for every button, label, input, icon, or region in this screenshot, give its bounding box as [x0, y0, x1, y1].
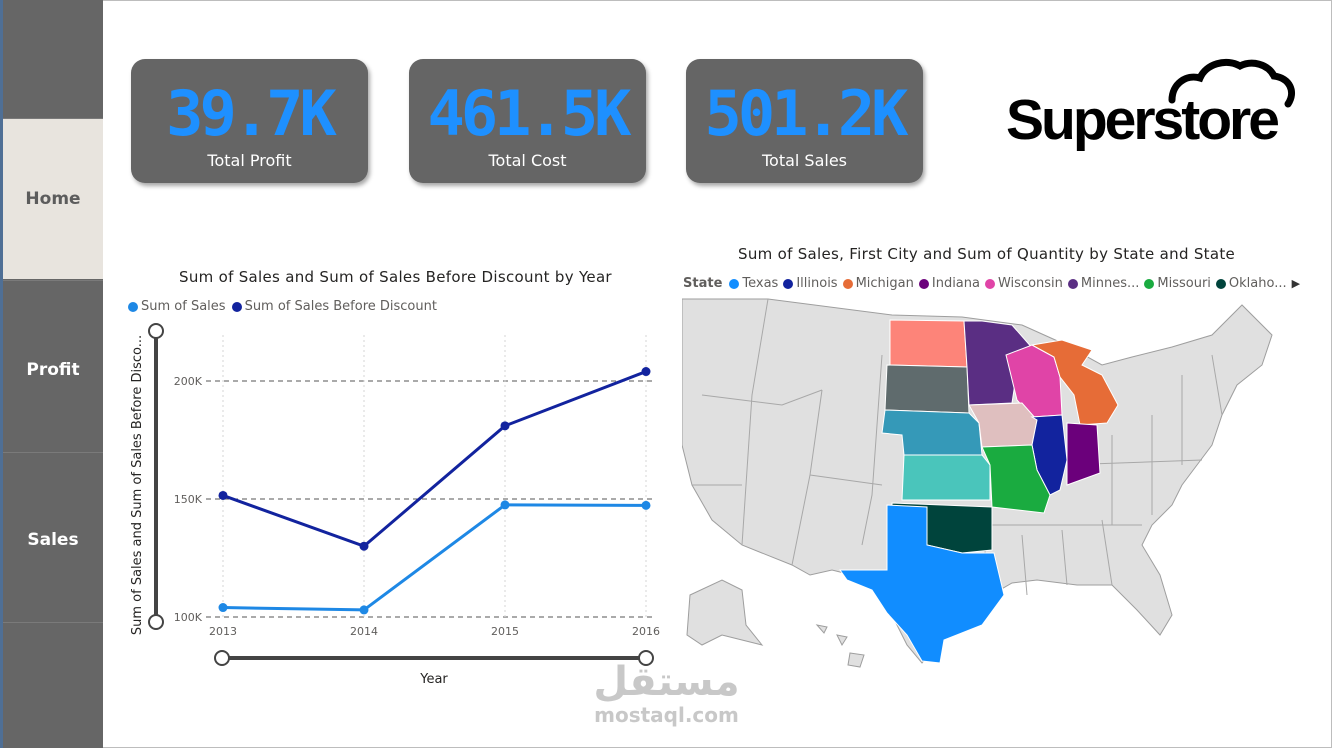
nav-item-home[interactable]: Home	[3, 119, 103, 279]
legend-dot	[984, 278, 995, 289]
sidebar: Home Profit Sales	[0, 0, 103, 748]
kpi-label: Total Sales	[761, 151, 848, 170]
x-zoom-slider-handle-left[interactable]	[214, 650, 230, 666]
legend-label: Indiana	[931, 276, 980, 291]
chevron-right-icon[interactable]: ▶	[1291, 277, 1301, 290]
data-point[interactable]	[500, 421, 510, 431]
map-legend-entry[interactable]: Wisconsin	[984, 276, 1063, 291]
kpi-card-total-profit[interactable]: 39.7K Total Profit	[131, 59, 368, 183]
legend-label: Illinois	[796, 276, 838, 291]
data-point[interactable]	[641, 500, 651, 510]
map-legend-entry[interactable]: Minnes...	[1067, 276, 1140, 291]
legend-label: Sum of Sales Before Discount	[244, 299, 437, 314]
series-line-sales[interactable]	[222, 503, 647, 612]
data-point[interactable]	[641, 367, 651, 377]
watermark: مستقل mostaql.com	[584, 660, 749, 726]
series-line-sales-before-discount[interactable]	[222, 370, 647, 548]
nav-divider	[3, 622, 103, 623]
nav-divider	[3, 118, 103, 119]
line-chart: Sum of Sales and Sum of Sales Before Dis…	[130, 323, 660, 687]
map-legend-entry[interactable]: Oklaho...	[1215, 276, 1287, 291]
legend-dot	[783, 278, 794, 289]
legend-dot	[231, 301, 242, 312]
x-tick-label: 2015	[491, 625, 519, 638]
kpi-card-total-sales[interactable]: 501.2K Total Sales	[686, 59, 923, 183]
map-legend-entry[interactable]: Missouri	[1144, 276, 1211, 291]
superstore-logo: Superstore	[1000, 58, 1300, 158]
legend-label: Missouri	[1157, 276, 1211, 291]
legend-label: Wisconsin	[997, 276, 1063, 291]
nav-item-label: Home	[25, 189, 81, 209]
legend-label: Minnes...	[1080, 276, 1140, 291]
state-indiana[interactable]	[1066, 422, 1101, 486]
legend-label: Sum of Sales	[141, 299, 226, 314]
data-point[interactable]	[359, 605, 369, 615]
legend-label: Oklaho...	[1228, 276, 1287, 291]
state-kansas[interactable]	[901, 454, 991, 501]
legend-dot	[842, 278, 853, 289]
x-zoom-slider-handle-right[interactable]	[638, 650, 654, 666]
y-tick-label: 200K	[174, 375, 203, 388]
map-legend-entry[interactable]: Michigan	[842, 276, 914, 291]
map-hawaii	[815, 624, 865, 668]
state-missouri[interactable]	[981, 444, 1051, 514]
x-axis-label: Year	[419, 672, 448, 687]
y-zoom-slider-handle-top[interactable]	[148, 323, 164, 339]
watermark-arabic: مستقل	[593, 659, 740, 705]
legend-dot	[128, 301, 138, 312]
map-legend-entry[interactable]: Indiana	[918, 276, 980, 291]
kpi-value: 39.7K	[166, 77, 337, 150]
sidebar-edge	[0, 0, 3, 748]
legend-entry-sales-before-discount[interactable]: Sum of Sales Before Discount	[231, 299, 437, 314]
x-tick-label: 2016	[632, 625, 660, 638]
line-chart-title: Sum of Sales and Sum of Sales Before Dis…	[179, 268, 612, 286]
data-point[interactable]	[500, 500, 510, 510]
y-axis-label: Sum of Sales and Sum of Sales Before Dis…	[130, 335, 145, 635]
us-map[interactable]	[682, 295, 1282, 675]
map-legend-entry[interactable]: Texas	[729, 276, 778, 291]
state-michigan[interactable]	[1030, 339, 1119, 426]
map-legend: State Texas Illinois Michigan Indiana Wi…	[683, 276, 1300, 291]
data-point[interactable]	[218, 490, 228, 500]
kpi-card-total-cost[interactable]: 461.5K Total Cost	[409, 59, 646, 183]
legend-dot	[1144, 278, 1155, 289]
map-legend-entry[interactable]: Illinois	[783, 276, 838, 291]
kpi-label: Total Profit	[207, 151, 292, 170]
legend-dot	[729, 278, 740, 289]
x-tick-label: 2014	[350, 625, 378, 638]
logo-text: Superstore	[1006, 88, 1280, 152]
nav-item-label: Sales	[27, 530, 79, 550]
data-point[interactable]	[359, 541, 369, 551]
cloud-icon	[1168, 59, 1295, 108]
legend-dot	[918, 278, 929, 289]
legend-entry-sales[interactable]: Sum of Sales	[128, 299, 226, 314]
data-point[interactable]	[218, 603, 228, 613]
map-title: Sum of Sales, First City and Sum of Quan…	[738, 245, 1236, 263]
x-tick-label: 2013	[209, 625, 237, 638]
legend-dot	[1215, 278, 1226, 289]
legend-label: Michigan	[855, 276, 914, 291]
watermark-latin: mostaql.com	[594, 703, 739, 727]
line-chart-legend: Sum of Sales Sum of Sales Before Discoun…	[128, 299, 443, 314]
kpi-value: 501.2K	[704, 77, 909, 150]
state-south-dakota[interactable]	[884, 364, 970, 414]
nav-divider	[3, 280, 103, 281]
state-texas[interactable]	[839, 504, 1005, 664]
nav-item-sales[interactable]: Sales	[3, 460, 103, 620]
y-tick-label: 100K	[174, 611, 203, 624]
legend-label: Texas	[742, 276, 779, 291]
nav-item-label: Profit	[26, 360, 80, 380]
nav-divider	[3, 452, 103, 453]
kpi-label: Total Cost	[488, 151, 567, 170]
nav-item-profit[interactable]: Profit	[3, 290, 103, 450]
legend-dot	[1067, 278, 1078, 289]
y-tick-label: 150K	[174, 493, 203, 506]
kpi-value: 461.5K	[427, 77, 632, 150]
y-zoom-slider-handle-bottom[interactable]	[148, 614, 164, 630]
map-alaska	[686, 579, 764, 646]
state-north-dakota[interactable]	[889, 319, 968, 368]
map-legend-title: State	[683, 276, 723, 291]
